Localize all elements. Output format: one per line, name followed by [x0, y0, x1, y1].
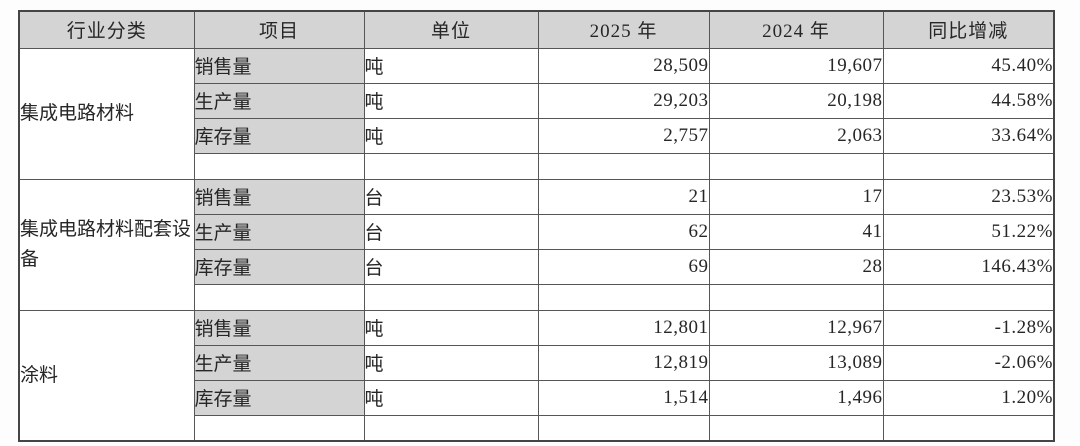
unit-cell: 台	[363, 178, 539, 215]
unit-cell	[363, 283, 539, 311]
unit-cell	[363, 152, 539, 180]
header-year-2025: 2025 年	[537, 10, 710, 49]
value-2024-cell: 20,198	[708, 82, 884, 119]
header-item: 项目	[193, 10, 365, 49]
yoy-cell	[882, 283, 1055, 311]
category-cell: 集成电路材料配套设备	[18, 178, 195, 311]
unit-cell: 吨	[363, 309, 539, 346]
category-cell: 集成电路材料	[18, 47, 195, 180]
unit-cell: 台	[363, 213, 539, 250]
unit-cell: 吨	[363, 379, 539, 416]
header-unit: 单位	[363, 10, 539, 49]
yoy-cell	[882, 414, 1055, 442]
category-cell: 涂料	[18, 309, 195, 442]
table-row: 库存量 台 69 28 146.43%	[19, 248, 1055, 285]
value-2025-cell: 21	[537, 178, 710, 215]
yoy-cell: 51.22%	[882, 213, 1055, 250]
yoy-cell: 1.20%	[882, 379, 1055, 416]
header-row: 行业分类 项目 单位 2025 年 2024 年 同比增减	[18, 10, 1055, 49]
value-2024-cell: 2,063	[708, 117, 884, 154]
value-2025-cell	[537, 414, 710, 442]
value-2024-cell: 1,496	[708, 379, 884, 416]
value-2025-cell: 2,757	[537, 117, 710, 154]
yoy-cell: 44.58%	[882, 82, 1055, 119]
item-cell: 销售量	[193, 47, 365, 84]
unit-cell	[363, 414, 539, 442]
value-2024-cell	[708, 414, 884, 442]
value-2025-cell: 62	[537, 213, 710, 250]
unit-cell: 吨	[363, 344, 539, 381]
item-cell: 销售量	[193, 178, 365, 215]
value-2024-cell: 28	[708, 248, 884, 285]
table-row: 生产量 吨 29,203 20,198 44.58%	[19, 82, 1055, 119]
value-2024-cell: 41	[708, 213, 884, 250]
table-row: 库存量 吨 1,514 1,496 1.20%	[19, 379, 1055, 416]
value-2025-cell	[537, 152, 710, 180]
item-cell	[193, 152, 365, 180]
item-cell: 销售量	[193, 309, 365, 346]
table-row: 涂料 销售量 吨 12,801 12,967 -1.28%	[18, 309, 1055, 442]
value-2025-cell: 12,801	[537, 309, 710, 346]
yoy-cell: 146.43%	[882, 248, 1055, 285]
item-cell: 库存量	[193, 379, 365, 416]
yoy-cell: 33.64%	[882, 117, 1055, 154]
item-cell: 生产量	[193, 82, 365, 119]
value-2024-cell: 13,089	[708, 344, 884, 381]
unit-cell: 吨	[363, 82, 539, 119]
item-cell: 生产量	[193, 213, 365, 250]
yoy-cell: 45.40%	[882, 47, 1055, 84]
item-cell	[193, 414, 365, 442]
yoy-cell: 23.53%	[882, 178, 1055, 215]
header-industry-category: 行业分类	[18, 10, 195, 49]
table-row-empty	[19, 414, 1055, 442]
value-2024-cell	[708, 283, 884, 311]
value-2024-cell	[708, 152, 884, 180]
yoy-cell: -2.06%	[882, 344, 1055, 381]
header-year-2024: 2024 年	[708, 10, 884, 49]
production-sales-inventory-table: 行业分类 项目 单位 2025 年 2024 年 同比增减 集成电路材料 销售量…	[18, 10, 1055, 442]
value-2025-cell: 69	[537, 248, 710, 285]
yoy-cell	[882, 152, 1055, 180]
value-2025-cell: 1,514	[537, 379, 710, 416]
value-2025-cell: 28,509	[537, 47, 710, 84]
value-2025-cell: 29,203	[537, 82, 710, 119]
table-row: 库存量 吨 2,757 2,063 33.64%	[19, 117, 1055, 154]
value-2024-cell: 17	[708, 178, 884, 215]
item-cell	[193, 283, 365, 311]
unit-cell: 吨	[363, 117, 539, 154]
value-2025-cell	[537, 283, 710, 311]
table-row: 集成电路材料配套设备 销售量 台 21 17 23.53%	[18, 178, 1055, 311]
yoy-cell: -1.28%	[882, 309, 1055, 346]
value-2025-cell: 12,819	[537, 344, 710, 381]
unit-cell: 台	[363, 248, 539, 285]
table-row: 生产量 吨 12,819 13,089 -2.06%	[19, 344, 1055, 381]
table-row: 集成电路材料 销售量 吨 28,509 19,607 45.40%	[18, 47, 1055, 180]
header-yoy-change: 同比增减	[882, 10, 1055, 49]
item-cell: 库存量	[193, 117, 365, 154]
item-cell: 生产量	[193, 344, 365, 381]
value-2024-cell: 19,607	[708, 47, 884, 84]
unit-cell: 吨	[363, 47, 539, 84]
value-2024-cell: 12,967	[708, 309, 884, 346]
item-cell: 库存量	[193, 248, 365, 285]
